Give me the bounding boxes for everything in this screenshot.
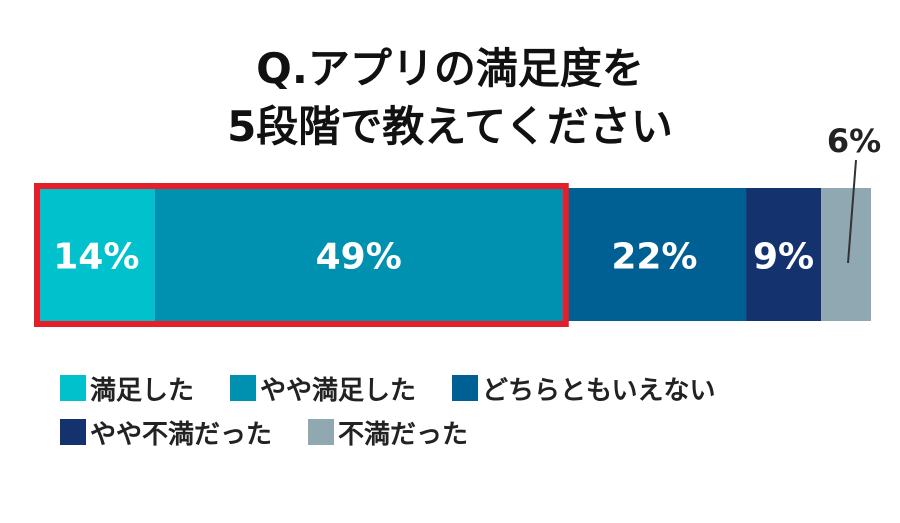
legend-row-1: 満足した やや満足した どちらともいえない [60,366,860,410]
legend-item: やや満足した [230,370,416,407]
bar-segment-4 [746,188,822,321]
legend-label: どちらともいえない [482,375,716,406]
legend-swatch [230,375,257,401]
bar-label-5: 6% [827,122,881,160]
legend-label: やや不満だった [90,419,273,450]
chart-title-line-2: 5段階で教えてください [227,102,673,151]
legend-row-2: やや不満だった 不満だった [60,410,860,454]
legend-label: 満足した [90,375,195,406]
legend-item: どちらともいえない [452,370,716,407]
bar-label-2: 49% [316,237,402,278]
bar-segment-1 [38,188,155,321]
legend-item: 満足した [60,370,194,407]
leader-line-5 [847,159,858,264]
chart-title-line-1: Q.アプリの満足度を [256,44,644,93]
legend-label: やや満足した [260,375,417,406]
bar-label-1: 14% [53,237,139,278]
bar-segment-3 [562,188,747,321]
bar-segment-2 [154,188,563,321]
legend-item: 不満だった [308,414,468,451]
bar-label-4: 9% [753,237,814,278]
legend-swatch [308,419,335,445]
chart-title: Q.アプリの満足度を 5段階で教えてください [0,40,900,156]
legend-label: 不満だった [338,419,469,450]
legend-swatch [60,375,86,401]
highlight-frame [34,183,569,327]
bar-label-3: 22% [611,237,697,278]
legend-swatch [60,419,86,445]
legend: 満足した やや満足した どちらともいえない やや不満だった 不満だった [60,366,860,454]
legend-item: やや不満だった [60,414,272,451]
bar-segment-5 [821,188,871,321]
legend-swatch [452,375,479,401]
